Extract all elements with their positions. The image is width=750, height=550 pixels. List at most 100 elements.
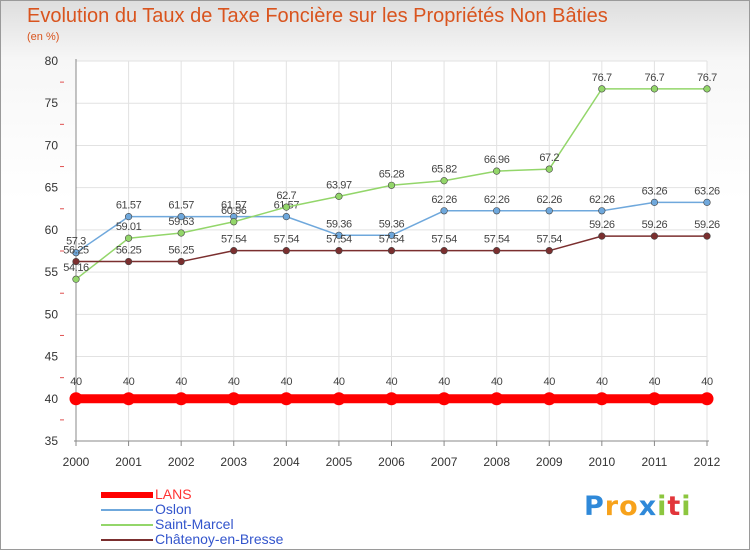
data-label-chatenoy-en-bresse: 56.25 (63, 245, 89, 257)
legend: LANS Oslon Saint-Marcel Châtenoy-en-Bresse (101, 486, 361, 547)
y-tick-label: 70 (45, 138, 59, 152)
legend-label: Saint-Marcel (155, 516, 234, 532)
data-label-lans: 40 (175, 376, 187, 388)
data-point-chatenoy-en-bresse (703, 232, 711, 240)
data-label-chatenoy-en-bresse: 57.54 (274, 234, 300, 246)
data-label-lans: 40 (701, 376, 713, 388)
data-point-oslon (387, 231, 396, 239)
legend-swatch (101, 509, 153, 511)
data-label-oslon: 61.57 (168, 200, 194, 212)
x-tick-label: 2010 (588, 455, 615, 469)
data-point-lans (437, 392, 451, 406)
y-tick-label: 75 (45, 96, 59, 110)
y-tick-label: 60 (45, 223, 59, 237)
data-point-saint-marcel (493, 167, 501, 175)
data-label-oslon: 59.36 (379, 218, 405, 230)
data-label-saint-marcel: 59.63 (168, 216, 194, 228)
data-label-saint-marcel: 60.96 (221, 205, 247, 217)
data-label-saint-marcel: 65.82 (431, 164, 457, 176)
data-label-saint-marcel: 76.7 (592, 72, 612, 84)
data-point-saint-marcel (650, 85, 659, 93)
x-tick-label: 2003 (220, 455, 247, 469)
data-point-oslon (545, 207, 553, 215)
data-point-lans (700, 392, 714, 406)
data-point-oslon (598, 207, 606, 215)
data-label-saint-marcel: 59.01 (116, 221, 142, 233)
logo-letter: r (604, 491, 620, 522)
data-label-oslon: 57.3 (66, 236, 86, 248)
data-label-oslon: 63.26 (694, 185, 720, 197)
y-tick-label: 45 (45, 350, 59, 364)
data-label-lans: 40 (649, 376, 661, 388)
data-point-lans (647, 392, 661, 406)
data-label-oslon: 61.57 (116, 200, 142, 212)
y-tick-label: 50 (45, 307, 59, 321)
data-label-chatenoy-en-bresse: 57.54 (484, 234, 510, 246)
data-point-oslon (703, 198, 711, 206)
y-tick-label: 80 (45, 54, 59, 68)
data-label-lans: 40 (544, 376, 556, 388)
data-point-saint-marcel (124, 234, 133, 242)
data-label-saint-marcel: 67.2 (539, 152, 559, 164)
x-tick-label: 2009 (536, 455, 563, 469)
data-point-oslon (440, 207, 448, 215)
data-point-oslon (282, 213, 290, 221)
x-tick-label: 2004 (273, 455, 300, 469)
x-tick-label: 2002 (168, 455, 195, 469)
chart-title: Evolution du Taux de Taxe Foncière sur l… (27, 5, 608, 27)
data-point-oslon (335, 231, 343, 239)
logo-letter: o (619, 491, 639, 522)
data-point-lans (279, 392, 293, 406)
data-label-lans: 40 (333, 376, 345, 388)
x-tick-label: 2006 (378, 455, 405, 469)
data-point-chatenoy-en-bresse (124, 257, 133, 266)
data-label-chatenoy-en-bresse: 57.54 (221, 234, 247, 246)
x-tick-label: 2012 (694, 455, 721, 469)
logo-letter: i (657, 491, 668, 522)
data-label-lans: 40 (281, 376, 293, 388)
data-point-saint-marcel (440, 177, 448, 185)
legend-item-lans: LANS (101, 486, 361, 502)
data-point-oslon (124, 213, 133, 221)
data-label-saint-marcel: 76.7 (645, 72, 665, 84)
data-label-saint-marcel: 66.96 (484, 154, 510, 166)
data-point-oslon (72, 249, 80, 257)
data-label-oslon: 62.26 (431, 194, 457, 206)
legend-item-oslon: Oslon (101, 501, 361, 517)
legend-swatch (101, 539, 153, 541)
data-label-oslon: 62.26 (484, 194, 510, 206)
data-point-chatenoy-en-bresse (493, 247, 501, 255)
x-tick-label: 2007 (431, 455, 458, 469)
x-tick-label: 2011 (642, 455, 668, 469)
legend-label: Châtenoy-en-Bresse (155, 531, 284, 547)
data-point-oslon (493, 207, 501, 215)
data-point-saint-marcel (72, 275, 80, 283)
data-point-lans (542, 392, 556, 406)
data-point-saint-marcel (282, 203, 290, 211)
data-label-oslon: 63.26 (642, 185, 668, 197)
data-point-lans (122, 392, 136, 406)
data-point-chatenoy-en-bresse (545, 247, 553, 255)
x-tick-label: 2001 (115, 455, 142, 469)
data-point-lans (69, 392, 83, 406)
legend-swatch (101, 524, 153, 526)
logo-letter: t (667, 491, 682, 522)
data-point-chatenoy-en-bresse (335, 247, 343, 255)
data-point-saint-marcel (387, 181, 396, 189)
data-label-oslon: 62.26 (589, 194, 615, 206)
data-label-chatenoy-en-bresse: 57.54 (326, 234, 352, 246)
data-point-saint-marcel (335, 192, 343, 200)
data-point-chatenoy-en-bresse (440, 247, 448, 255)
y-tick-label: 35 (45, 434, 59, 448)
data-label-saint-marcel: 65.28 (379, 168, 405, 180)
proxiti-logo: Proxiti (584, 491, 692, 522)
data-label-lans: 40 (438, 376, 450, 388)
data-point-lans (332, 392, 346, 406)
data-point-lans (490, 392, 504, 406)
data-point-chatenoy-en-bresse (598, 232, 606, 240)
legend-label: Oslon (155, 501, 192, 517)
data-label-lans: 40 (228, 376, 240, 388)
x-tick-label: 2005 (326, 455, 353, 469)
legend-item-chatenoy-en-bresse: Châtenoy-en-Bresse (101, 531, 361, 547)
